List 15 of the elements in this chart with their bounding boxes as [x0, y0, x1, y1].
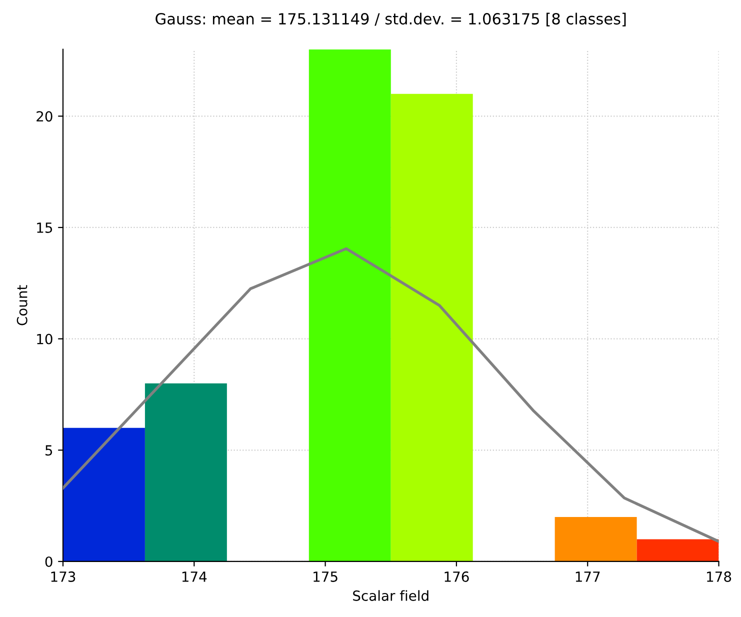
- x-tick-label: 177: [576, 572, 600, 582]
- x-axis-title: Scalar field: [353, 590, 428, 601]
- line-series: [62, 247, 719, 543]
- y-tick-label: 0: [45, 556, 52, 567]
- y-tick-label: 10: [37, 334, 52, 344]
- y-axis-title: Count: [16, 285, 28, 326]
- chart-title: Gauss: mean = 175.131149 / std.dev. = 1.063175 [8 classes]: [156, 12, 626, 26]
- x-tick-label: 174: [182, 572, 207, 582]
- x-tick-label: 175: [314, 572, 338, 582]
- y-tick-label: 20: [36, 111, 52, 122]
- x-tick-label: 178: [707, 571, 732, 582]
- x-tick-label: 176: [444, 571, 469, 582]
- y-tick-label: 15: [37, 222, 52, 233]
- x-tick-label: 173: [51, 571, 76, 582]
- y-tick-label: 5: [46, 445, 52, 456]
